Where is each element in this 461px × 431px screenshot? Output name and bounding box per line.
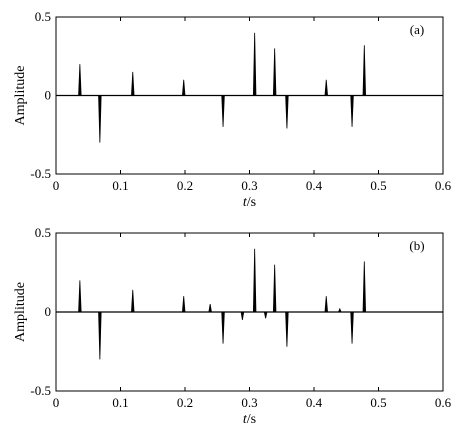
spike xyxy=(324,79,328,96)
y-tick-label: 0.5 xyxy=(35,9,51,24)
panel-label: (a) xyxy=(410,22,424,37)
spike xyxy=(131,289,135,313)
y-axis-label: Amplitude xyxy=(13,282,28,342)
spike xyxy=(350,95,354,127)
spike xyxy=(285,311,289,347)
spike xyxy=(362,45,367,96)
x-tick-label: 0.4 xyxy=(306,395,323,410)
spike xyxy=(252,32,257,96)
x-axis-label-symbol: t xyxy=(243,412,248,427)
x-tick-label: 0.5 xyxy=(370,178,386,193)
x-tick-label: 0.5 xyxy=(370,395,386,410)
spike xyxy=(337,307,342,313)
y-tick-label: -0.5 xyxy=(30,166,51,181)
spike xyxy=(272,48,277,96)
spike xyxy=(78,64,82,96)
y-tick-label: 0.5 xyxy=(35,225,51,240)
x-tick-label: 0 xyxy=(53,395,60,410)
x-axis-label: t/s xyxy=(243,195,256,210)
x-tick-label: 0.3 xyxy=(241,178,257,193)
spike xyxy=(272,264,277,313)
spike xyxy=(285,95,289,129)
x-axis-label: t/s xyxy=(243,412,256,427)
spike xyxy=(252,248,257,313)
spike xyxy=(181,79,186,96)
y-tick-label: -0.5 xyxy=(30,383,51,398)
x-tick-label: 0.3 xyxy=(241,395,257,410)
x-tick-label: 0.4 xyxy=(306,178,323,193)
x-tick-label: 0 xyxy=(53,178,60,193)
y-axis-label: Amplitude xyxy=(13,66,28,126)
spike xyxy=(181,296,186,313)
spike xyxy=(362,261,367,313)
x-tick-label: 0.2 xyxy=(177,395,193,410)
y-tick-label: 0 xyxy=(45,88,52,103)
panel-a: 0 0.1 0.2 0.3 0.4 0.5 0.6-0.500.5(a)t/sAmplitu… xyxy=(13,9,452,210)
spike xyxy=(240,311,245,320)
spike xyxy=(350,311,354,344)
x-tick-label: 0.1 xyxy=(112,178,128,193)
panel-label: (b) xyxy=(409,238,424,253)
spike xyxy=(78,280,82,313)
y-tick-label: 0 xyxy=(45,304,52,319)
x-tick-label: 0.6 xyxy=(435,395,452,410)
x-axis-label-unit: /s xyxy=(247,412,256,427)
spike xyxy=(208,304,212,313)
spike xyxy=(98,95,102,143)
spike xyxy=(131,71,135,96)
x-tick-label: 0.2 xyxy=(177,178,193,193)
x-axis-label-symbol: t xyxy=(243,195,248,210)
spike xyxy=(221,311,225,344)
spike xyxy=(98,311,102,360)
x-tick-label: 0.6 xyxy=(435,178,452,193)
x-axis-label-unit: /s xyxy=(247,195,256,210)
x-tick-label: 0.1 xyxy=(112,395,128,410)
panel-b: 0 0.1 0.2 0.3 0.4 0.5 0.6-0.500.5(b)t/sAmplitu… xyxy=(13,225,452,427)
spike xyxy=(324,296,328,313)
spike xyxy=(263,311,268,319)
spike xyxy=(221,95,225,127)
